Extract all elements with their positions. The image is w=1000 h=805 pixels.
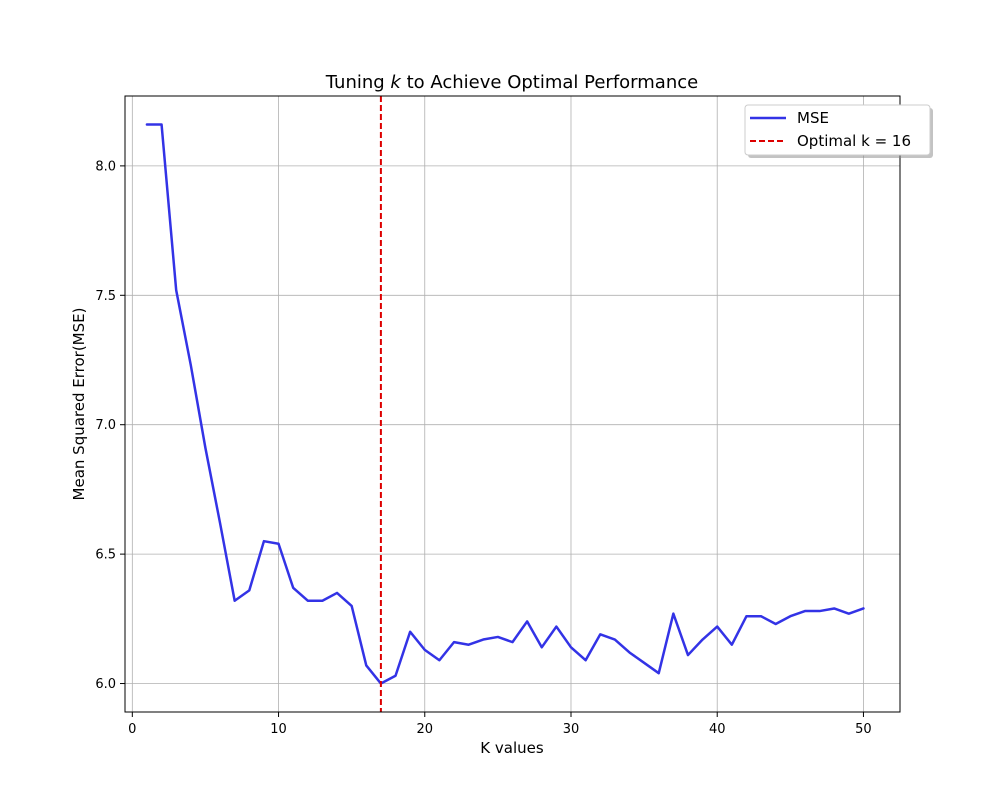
x-axis-label: K values bbox=[480, 739, 544, 757]
y-axis-label: Mean Squared Error(MSE) bbox=[70, 308, 88, 501]
plot-frame bbox=[124, 95, 901, 713]
x-tick-label: 0 bbox=[128, 722, 136, 737]
axis-ticks: 0 10 20 30 40 50 6.0 6.5 7.0 7.5 8.0 bbox=[95, 159, 871, 737]
mse-series-line bbox=[145, 123, 865, 685]
chart-title: Tuning k to Achieve Optimal Performance bbox=[325, 72, 698, 93]
y-tick-label: 6.5 bbox=[95, 548, 116, 563]
x-tick-label: 30 bbox=[563, 722, 580, 737]
legend-mse-label: MSE bbox=[797, 109, 829, 127]
grid bbox=[125, 96, 900, 712]
plot-data bbox=[145, 96, 865, 712]
y-tick-label: 8.0 bbox=[95, 159, 116, 174]
y-tick-label: 6.0 bbox=[95, 677, 116, 692]
y-tick-label: 7.5 bbox=[95, 289, 116, 304]
x-tick-label: 40 bbox=[709, 722, 726, 737]
y-tick-label: 7.0 bbox=[95, 418, 116, 433]
legend-optimal-label: Optimal k = 16 bbox=[797, 132, 911, 150]
legend: MSE Optimal k = 16 bbox=[744, 104, 933, 158]
x-tick-label: 20 bbox=[416, 722, 433, 737]
x-tick-label: 10 bbox=[270, 722, 287, 737]
x-tick-label: 50 bbox=[855, 722, 872, 737]
legend-box bbox=[744, 104, 931, 156]
